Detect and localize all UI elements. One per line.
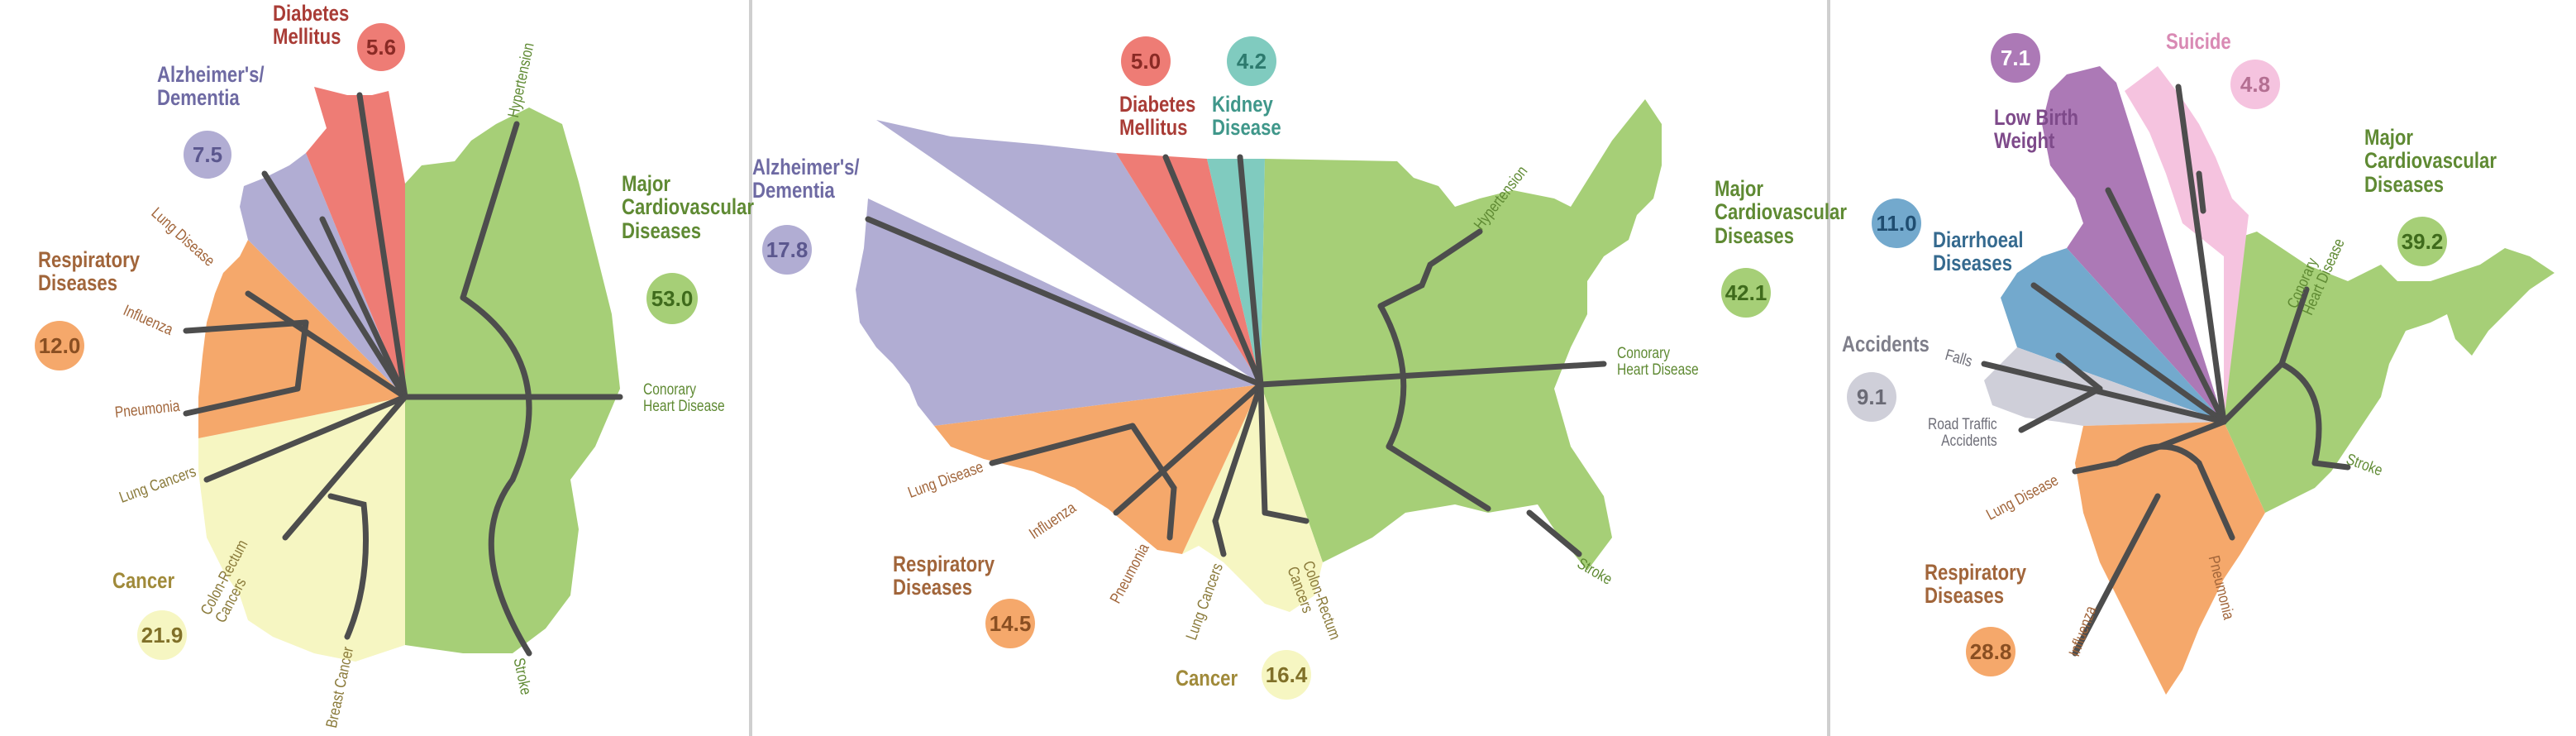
usa-chd-label: Conorary Heart Disease (1617, 345, 1699, 379)
usa-cancer-bubble: 16.4 (1262, 650, 1311, 700)
map-germany (183, 87, 623, 662)
usa-cancer-label: Cancer (1176, 666, 1238, 691)
sector-india-cardio (2224, 232, 2555, 513)
sector-usa-cancer (1182, 385, 1323, 612)
germany-chd-label: Conorary Heart Disease (643, 381, 725, 415)
india-cardio-label: Major Cardiovascular Diseases (2364, 125, 2497, 197)
germany-diabetes-bubble: 5.6 (357, 23, 405, 71)
branches-india (1981, 84, 2351, 657)
usa-cardio-bubble: 42.1 (1721, 268, 1771, 318)
india-cardio-bubble: 39.2 (2397, 217, 2447, 266)
india-road-traffic-label: Road Traffic Accidents (1928, 416, 1997, 450)
india-diarrhoeal-label: Diarrhoeal Diseases (1933, 227, 2024, 276)
germany-cardio-label: Major Cardiovascular Diseases (622, 171, 754, 243)
sector-india-respiratory (2075, 422, 2265, 695)
usa-diabetes-label: Diabetes Mellitus (1119, 92, 1196, 141)
india-accidents-label: Accidents (1842, 332, 1930, 356)
sector-usa-cardio (1261, 99, 1662, 571)
sector-usa-diabetes (1116, 153, 1261, 385)
sector-usa-alzheimers (856, 120, 1261, 426)
india-respiratory-bubble: 28.8 (1966, 627, 2015, 676)
sector-usa-kidney (1207, 159, 1265, 385)
divider-right (1827, 0, 1830, 736)
germany-alzheimers-bubble: 7.5 (184, 131, 231, 179)
germany-respiratory-label: Respiratory Diseases (38, 247, 141, 296)
map-india (1981, 66, 2555, 695)
map-usa (856, 99, 1662, 612)
india-respiratory-label: Respiratory Diseases (1925, 560, 2027, 609)
branches-germany (183, 92, 623, 657)
usa-diabetes-bubble: 5.0 (1121, 36, 1171, 86)
usa-respiratory-bubble: 14.5 (985, 599, 1035, 648)
germany-cancer-label: Cancer (112, 568, 175, 593)
india-accidents-bubble: 9.1 (1847, 372, 1896, 422)
usa-kidney-label: Kidney Disease (1212, 92, 1281, 141)
india-suicide-bubble: 4.8 (2230, 60, 2280, 109)
india-diarrhoeal-bubble: 11.0 (1872, 198, 1921, 248)
germany-cancer-bubble: 21.9 (137, 610, 187, 660)
divider-left (749, 0, 752, 736)
germany-diabetes-label: Diabetes Mellitus (273, 1, 350, 50)
usa-kidney-bubble: 4.2 (1227, 36, 1276, 86)
sector-germany-diabetes (306, 87, 405, 397)
usa-alzheimers-label: Alzheimer's/ Dementia (752, 155, 860, 203)
germany-cardio-bubble: 53.0 (646, 273, 698, 324)
india-lowbirth-bubble: 7.1 (1991, 33, 2040, 83)
india-lowbirth-label: Low Birth Weight (1994, 105, 2079, 154)
india-suicide-label: Suicide (2166, 29, 2231, 54)
germany-respiratory-bubble: 12.0 (35, 321, 84, 370)
sector-usa-respiratory (934, 385, 1261, 554)
usa-respiratory-label: Respiratory Diseases (893, 552, 995, 600)
germany-alzheimers-label: Alzheimer's/ Dementia (157, 62, 265, 111)
usa-alzheimers-bubble: 17.8 (762, 225, 812, 275)
usa-cardio-label: Major Cardiovascular Diseases (1715, 176, 1847, 248)
sector-germany-cardio (405, 108, 620, 653)
branches-usa (865, 154, 1607, 557)
